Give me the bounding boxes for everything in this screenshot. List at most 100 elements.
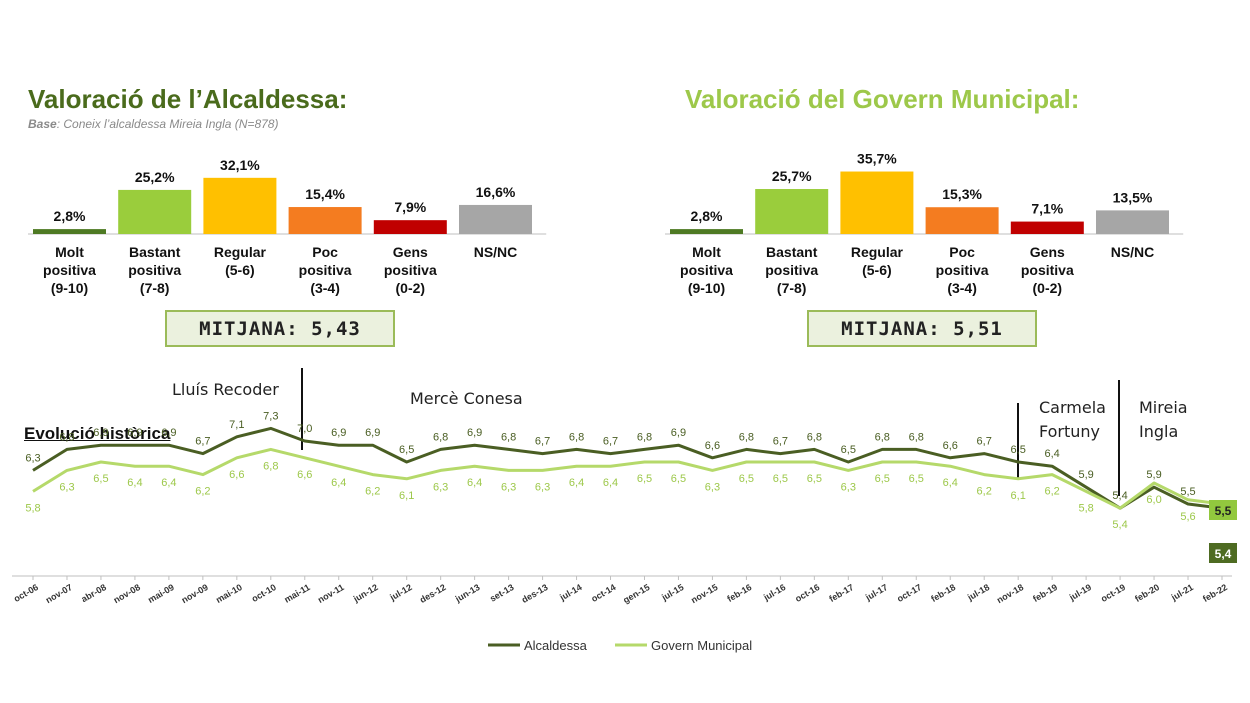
alcaldessa-data-label: 6,9 [93,427,108,439]
alcaldessa-data-label: 6,7 [535,436,550,448]
alcaldessa-bar [373,220,447,234]
govern-category-label: (9-10) [688,280,725,296]
alcaldessa-data-label: 6,6 [943,440,958,452]
govern-data-label: 6,3 [705,481,720,493]
alcaldessa-mitjana-text: MITJANA: 5,43 [199,318,361,340]
fortuny-label-line-2: Fortuny [1039,422,1101,441]
evolution-tick-label: oct-06 [12,582,40,604]
alcaldessa-bar [118,189,192,234]
alcaldessa-data-label: 6,7 [773,436,788,448]
alcaldessa-data-label: 5,4 [1112,490,1127,502]
alcaldessa-data-label: 6,8 [433,431,448,443]
alcaldessa-data-label: 6,5 [399,444,414,456]
evolution-tick-label: feb-19 [1031,582,1059,604]
alcaldessa-mitjana-box [165,310,395,347]
govern-category-label: positiva [680,262,733,278]
govern-data-label: 6,4 [467,477,482,489]
govern-category-label: positiva [1021,262,1074,278]
evolution-tick-label: nov-18 [995,582,1025,605]
govern-data-label: 6,8 [263,460,278,472]
evolution-tick-label: jul-17 [863,582,889,603]
govern-data-label: 5,6 [1180,511,1195,523]
alcaldessa-bar-label: 2,8% [54,208,86,224]
alcaldessa-category-label: (5-6) [225,262,255,278]
govern-title: Valoració del Govern Municipal: [685,84,1080,114]
alcaldessa-data-label: 6,7 [977,436,992,448]
evolution-tick-label: jul-21 [1169,582,1195,603]
alcaldessa-category-label: Poc [312,244,338,260]
alcaldessa-data-label: 6,5 [1011,444,1026,456]
evolution-tick-label: nov-11 [316,582,346,605]
govern-data-label: 6,6 [229,469,244,481]
govern-bar [840,171,914,234]
base-text: : Coneix l’alcaldessa Mireia Ingla (N=87… [56,117,279,131]
govern-category-label: positiva [936,262,989,278]
govern-data-label: 6,2 [365,486,380,498]
base-note: Base: Coneix l’alcaldessa Mireia Ingla (… [28,117,278,131]
govern-data-label: 6,2 [1044,486,1059,498]
alcaldessa-data-label: 6,9 [127,427,142,439]
alcaldessa-bar [33,229,106,234]
govern-bar [1010,221,1084,234]
govern-data-label: 6,4 [331,477,346,489]
alcaldessa-bar-label: 16,6% [476,184,516,200]
govern-category-label: positiva [765,262,818,278]
govern-data-label: 6,6 [297,469,312,481]
govern-bar-label: 25,7% [772,168,812,184]
alcaldessa-data-label: 6,8 [739,431,754,443]
evolution-tick-label: gen-15 [621,582,651,605]
evolution-tick-label: feb-22 [1201,582,1229,604]
evolution-tick-label: nov-08 [112,582,142,605]
alcaldessa-data-label: 5,9 [1078,469,1093,481]
govern-bar-label: 2,8% [691,208,723,224]
govern-data-label: 6,1 [399,490,414,502]
govern-bar [925,207,999,234]
evolution-tick-label: jul-15 [659,582,685,603]
alcaldessa-bar-label: 25,2% [135,169,175,185]
govern-bar-label: 15,3% [942,186,982,202]
alcaldessa-data-label: 6,3 [25,452,40,464]
alcaldessa-data-label: 6,9 [161,427,176,439]
govern-bar [670,229,743,234]
alcaldessa-data-label: 6,7 [603,436,618,448]
ingla-label-line-2: Ingla [1139,422,1179,441]
govern-category-label: (7-8) [777,280,807,296]
alcaldessa-data-label: 5,5 [1180,486,1195,498]
alcaldessa-category-label: Gens [393,244,428,260]
govern-data-label: 5,4 [1112,519,1127,531]
evolution-tick-label: jul-12 [387,582,413,603]
evolution-tick-label: feb-17 [827,582,855,604]
evolution-tick-label: oct-14 [590,582,618,604]
alcaldessa-data-label: 6,8 [59,431,74,443]
govern-data-label: 6,5 [671,473,686,485]
govern-mitjana-text: MITJANA: 5,51 [841,318,1003,340]
legend-govern-label: Govern Municipal [651,638,752,653]
evolution-tick-label: jul-18 [965,582,991,603]
govern-category-label: Bastant [766,244,818,260]
govern-bar-label: 13,5% [1113,189,1153,205]
govern-data-label: 6,2 [977,486,992,498]
govern-category-label: (0-2) [1033,280,1063,296]
govern-data-label: 6,2 [195,486,210,498]
alcaldessa-data-label: 5,4 [1215,547,1232,561]
evolution-tick-label: feb-18 [929,582,957,604]
alcaldessa-data-label: 6,8 [807,431,822,443]
fortuny-label: Carmela Fortuny [1039,396,1106,444]
govern-bar [1096,210,1169,234]
alcaldessa-category-label: Regular [214,244,267,260]
alcaldessa-data-label: 6,6 [705,440,720,452]
alcaldessa-category-label: (3-4) [310,280,340,296]
alcaldessa-data-label: 6,9 [467,427,482,439]
govern-data-label: 6,4 [161,477,176,489]
ingla-label-line-1: Mireia [1139,398,1188,417]
alcaldessa-bar [459,204,532,234]
govern-data-label: 6,5 [93,473,108,485]
govern-data-label: 6,5 [637,473,652,485]
evolution-tick-label: mai-09 [146,582,176,605]
evolucio-title: Evolució històrica [24,424,171,443]
govern-data-label: 5,8 [25,502,40,514]
alcaldessa-bar [203,177,277,234]
govern-bar [755,189,829,234]
evolution-tick-label: abr-08 [80,582,108,604]
govern-category-label: Poc [949,244,975,260]
